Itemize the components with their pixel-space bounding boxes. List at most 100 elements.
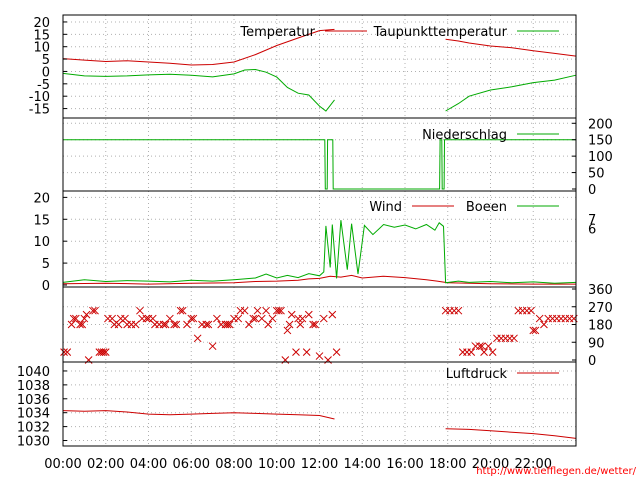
direction-point <box>475 342 484 351</box>
direction-point <box>178 306 187 315</box>
legend-label: Luftdruck <box>446 367 508 382</box>
legend-label: Taupunkttemperatur <box>373 25 508 40</box>
direction-point <box>253 306 262 315</box>
y-tick-label: 20 <box>33 191 50 206</box>
direction-point <box>285 320 294 329</box>
series-taupunkttemperatur <box>445 74 577 112</box>
direction-point <box>527 306 535 315</box>
y-tick-label: 15 <box>33 28 50 43</box>
legend-label: Temperatur <box>239 25 315 40</box>
y-tick-label: 1030 <box>17 435 50 450</box>
direction-point <box>223 320 232 329</box>
direction-point <box>161 320 170 329</box>
direction-point <box>234 314 243 323</box>
direction-point <box>292 348 300 356</box>
direction-point <box>159 320 168 329</box>
y-tick-label: 10 <box>33 41 50 56</box>
direction-point <box>142 314 151 323</box>
direction-point <box>69 314 78 323</box>
y-tick-label: -10 <box>29 90 50 105</box>
series-boeen <box>62 220 577 284</box>
legend-label: Boeen <box>466 200 507 215</box>
direction-point <box>187 314 196 323</box>
y-tick-label: 10 <box>33 235 50 250</box>
direction-point <box>63 348 72 356</box>
y-tick-label: 100 <box>588 150 613 165</box>
direction-point <box>80 314 89 323</box>
direction-point <box>332 348 341 356</box>
direction-point <box>328 310 337 319</box>
x-tick-label: 14:00 <box>344 457 381 472</box>
direction-point <box>531 326 540 335</box>
direction-point <box>176 306 185 315</box>
series-taupunkttemperatur <box>62 68 335 112</box>
direction-point <box>535 314 544 323</box>
y-tick-label: -15 <box>29 103 50 118</box>
direction-point <box>166 314 174 323</box>
direction-point <box>170 320 179 329</box>
direction-point <box>529 326 538 335</box>
legend-label: Wind <box>369 200 402 215</box>
right-tick-label: 7 <box>588 213 596 228</box>
y-tick-label: 150 <box>588 134 613 149</box>
direction-point <box>283 326 292 335</box>
direction-point <box>454 306 463 315</box>
series-layer <box>60 28 578 439</box>
direction-point <box>262 306 270 315</box>
x-tick-label: 08:00 <box>215 457 252 472</box>
direction-point <box>251 314 260 323</box>
direction-point <box>189 314 198 323</box>
source-url[interactable]: http://www.tiefflegen.de/wetter/ <box>476 466 636 477</box>
direction-point <box>67 320 76 329</box>
direction-point <box>225 320 234 329</box>
x-tick-label: 02:00 <box>87 457 124 472</box>
direction-point <box>114 320 123 329</box>
direction-point <box>298 314 307 323</box>
direction-point <box>71 314 80 323</box>
direction-point <box>488 348 497 356</box>
direction-point <box>60 348 68 356</box>
direction-point <box>478 342 486 351</box>
direction-point <box>204 320 213 329</box>
panel-frame <box>62 361 577 447</box>
x-tick-label: 06:00 <box>173 457 210 472</box>
legend-label: Niederschlag <box>422 128 507 143</box>
y-tick-label: 5 <box>42 257 50 272</box>
tick-labels: 20151050-5-10-15200150100500201510507636… <box>17 16 613 472</box>
direction-point <box>268 314 277 323</box>
y-tick-label: 90 <box>588 336 605 351</box>
direction-point <box>193 334 202 343</box>
y-tick-label: 180 <box>588 319 613 334</box>
direction-point <box>296 320 305 329</box>
series-luftdruck <box>62 410 335 420</box>
direction-point <box>99 348 108 356</box>
direction-point <box>249 314 258 323</box>
y-tick-label: 1038 <box>17 379 50 394</box>
direction-point <box>183 320 191 329</box>
y-tick-label: 1036 <box>17 393 50 408</box>
series-wind <box>62 274 576 285</box>
direction-point <box>108 314 117 323</box>
direction-point <box>240 306 249 315</box>
direction-point <box>319 314 328 323</box>
x-tick-label: 12:00 <box>301 457 338 472</box>
series-niederschlag <box>63 139 576 190</box>
y-tick-label: 1034 <box>17 407 50 422</box>
series-temperatur <box>62 28 335 66</box>
direction-point <box>304 310 313 319</box>
direction-point <box>208 342 217 351</box>
direction-point <box>136 306 144 315</box>
x-tick-label: 16:00 <box>386 457 423 472</box>
x-tick-label: 20:00 <box>472 457 509 472</box>
y-tick-label: 15 <box>33 213 50 228</box>
legends: Temperatur Taupunkttemperatur Niederschlag… <box>239 25 559 382</box>
x-tick-label: 18:00 <box>429 457 466 472</box>
x-tick-label: 04:00 <box>130 457 167 472</box>
y-tick-label: 0 <box>588 183 596 198</box>
direction-point <box>82 310 91 319</box>
x-tick-label: 22:00 <box>515 457 552 472</box>
y-tick-label: 1040 <box>17 365 50 380</box>
direction-point <box>89 306 97 315</box>
series-luftdruck <box>445 428 577 439</box>
